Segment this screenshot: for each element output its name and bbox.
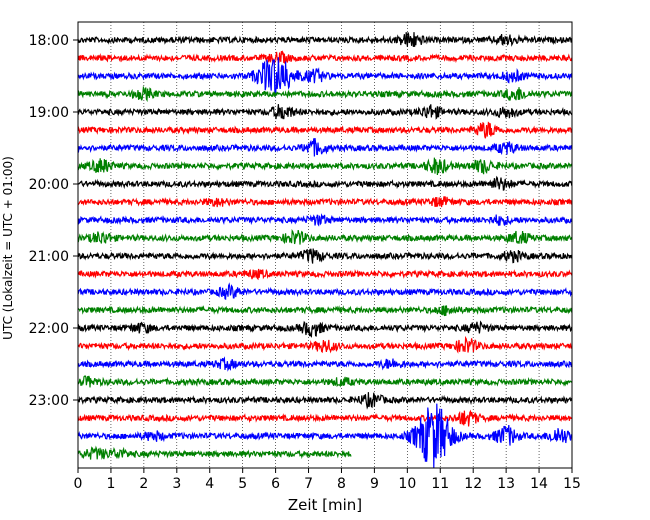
x-tick-label: 2 bbox=[139, 476, 148, 492]
seismogram-trace bbox=[77, 85, 573, 103]
seismogram-trace bbox=[77, 229, 573, 245]
x-tick-label: 7 bbox=[304, 476, 313, 492]
x-tick-label: 0 bbox=[74, 476, 83, 492]
x-tick-label: 15 bbox=[563, 476, 581, 492]
x-tick-label: 3 bbox=[172, 476, 181, 492]
seismogram-trace bbox=[77, 196, 573, 208]
seismogram-trace bbox=[77, 304, 573, 317]
y-axis-label: UTC (Lokalzeit = UTC + 01:00) bbox=[1, 156, 15, 340]
x-tick-label: 11 bbox=[431, 476, 449, 492]
y-tick-label: 18:00 bbox=[29, 33, 69, 49]
seismogram-trace bbox=[77, 320, 573, 338]
seismogram-trace bbox=[77, 409, 573, 427]
plot-frame bbox=[77, 21, 573, 469]
x-tick-label: 13 bbox=[497, 476, 515, 492]
x-tick-label: 4 bbox=[205, 476, 214, 492]
seismogram-trace bbox=[77, 282, 573, 300]
grid-lines bbox=[110, 22, 540, 468]
x-tick-label: 12 bbox=[464, 476, 482, 492]
x-axis-label: Zeit [min] bbox=[288, 496, 362, 514]
seismogram-trace bbox=[77, 268, 573, 281]
x-tick-label: 5 bbox=[238, 476, 247, 492]
y-tick-label: 23:00 bbox=[29, 393, 69, 409]
seismogram-trace bbox=[77, 57, 573, 97]
seismogram-trace bbox=[77, 392, 573, 410]
seismogram-trace bbox=[77, 175, 573, 191]
y-tick-label: 20:00 bbox=[29, 177, 69, 193]
seismogram-trace bbox=[77, 104, 573, 120]
x-axis: 0 1 2 3 4 5 6 7 8 9 10 11 12 13 14 15 bbox=[74, 468, 581, 492]
seismogram-trace bbox=[77, 50, 573, 66]
x-tick-label: 10 bbox=[398, 476, 416, 492]
seismogram-trace bbox=[77, 157, 573, 176]
x-tick-label: 14 bbox=[530, 476, 548, 492]
y-axis: 18:00 19:00 20:00 21:00 22:00 23:00 bbox=[29, 33, 78, 409]
seismogram-trace bbox=[77, 445, 352, 460]
seismogram-trace bbox=[77, 213, 573, 227]
seismogram-trace bbox=[77, 121, 573, 139]
y-tick-label: 22:00 bbox=[29, 321, 69, 337]
x-tick-label: 8 bbox=[337, 476, 346, 492]
seismogram-trace bbox=[77, 32, 573, 47]
seismogram-trace bbox=[77, 375, 573, 388]
x-tick-label: 1 bbox=[106, 476, 115, 492]
x-tick-label: 6 bbox=[271, 476, 280, 492]
seismogram-trace bbox=[77, 335, 573, 354]
seismogram-trace bbox=[77, 403, 573, 468]
y-tick-label: 21:00 bbox=[29, 249, 69, 265]
seismogram-traces bbox=[77, 32, 573, 468]
seismogram-trace bbox=[77, 248, 573, 264]
seismogram-trace bbox=[77, 138, 573, 157]
seismogram-trace bbox=[77, 356, 573, 372]
y-tick-label: 19:00 bbox=[29, 105, 69, 121]
x-tick-label: 9 bbox=[370, 476, 379, 492]
